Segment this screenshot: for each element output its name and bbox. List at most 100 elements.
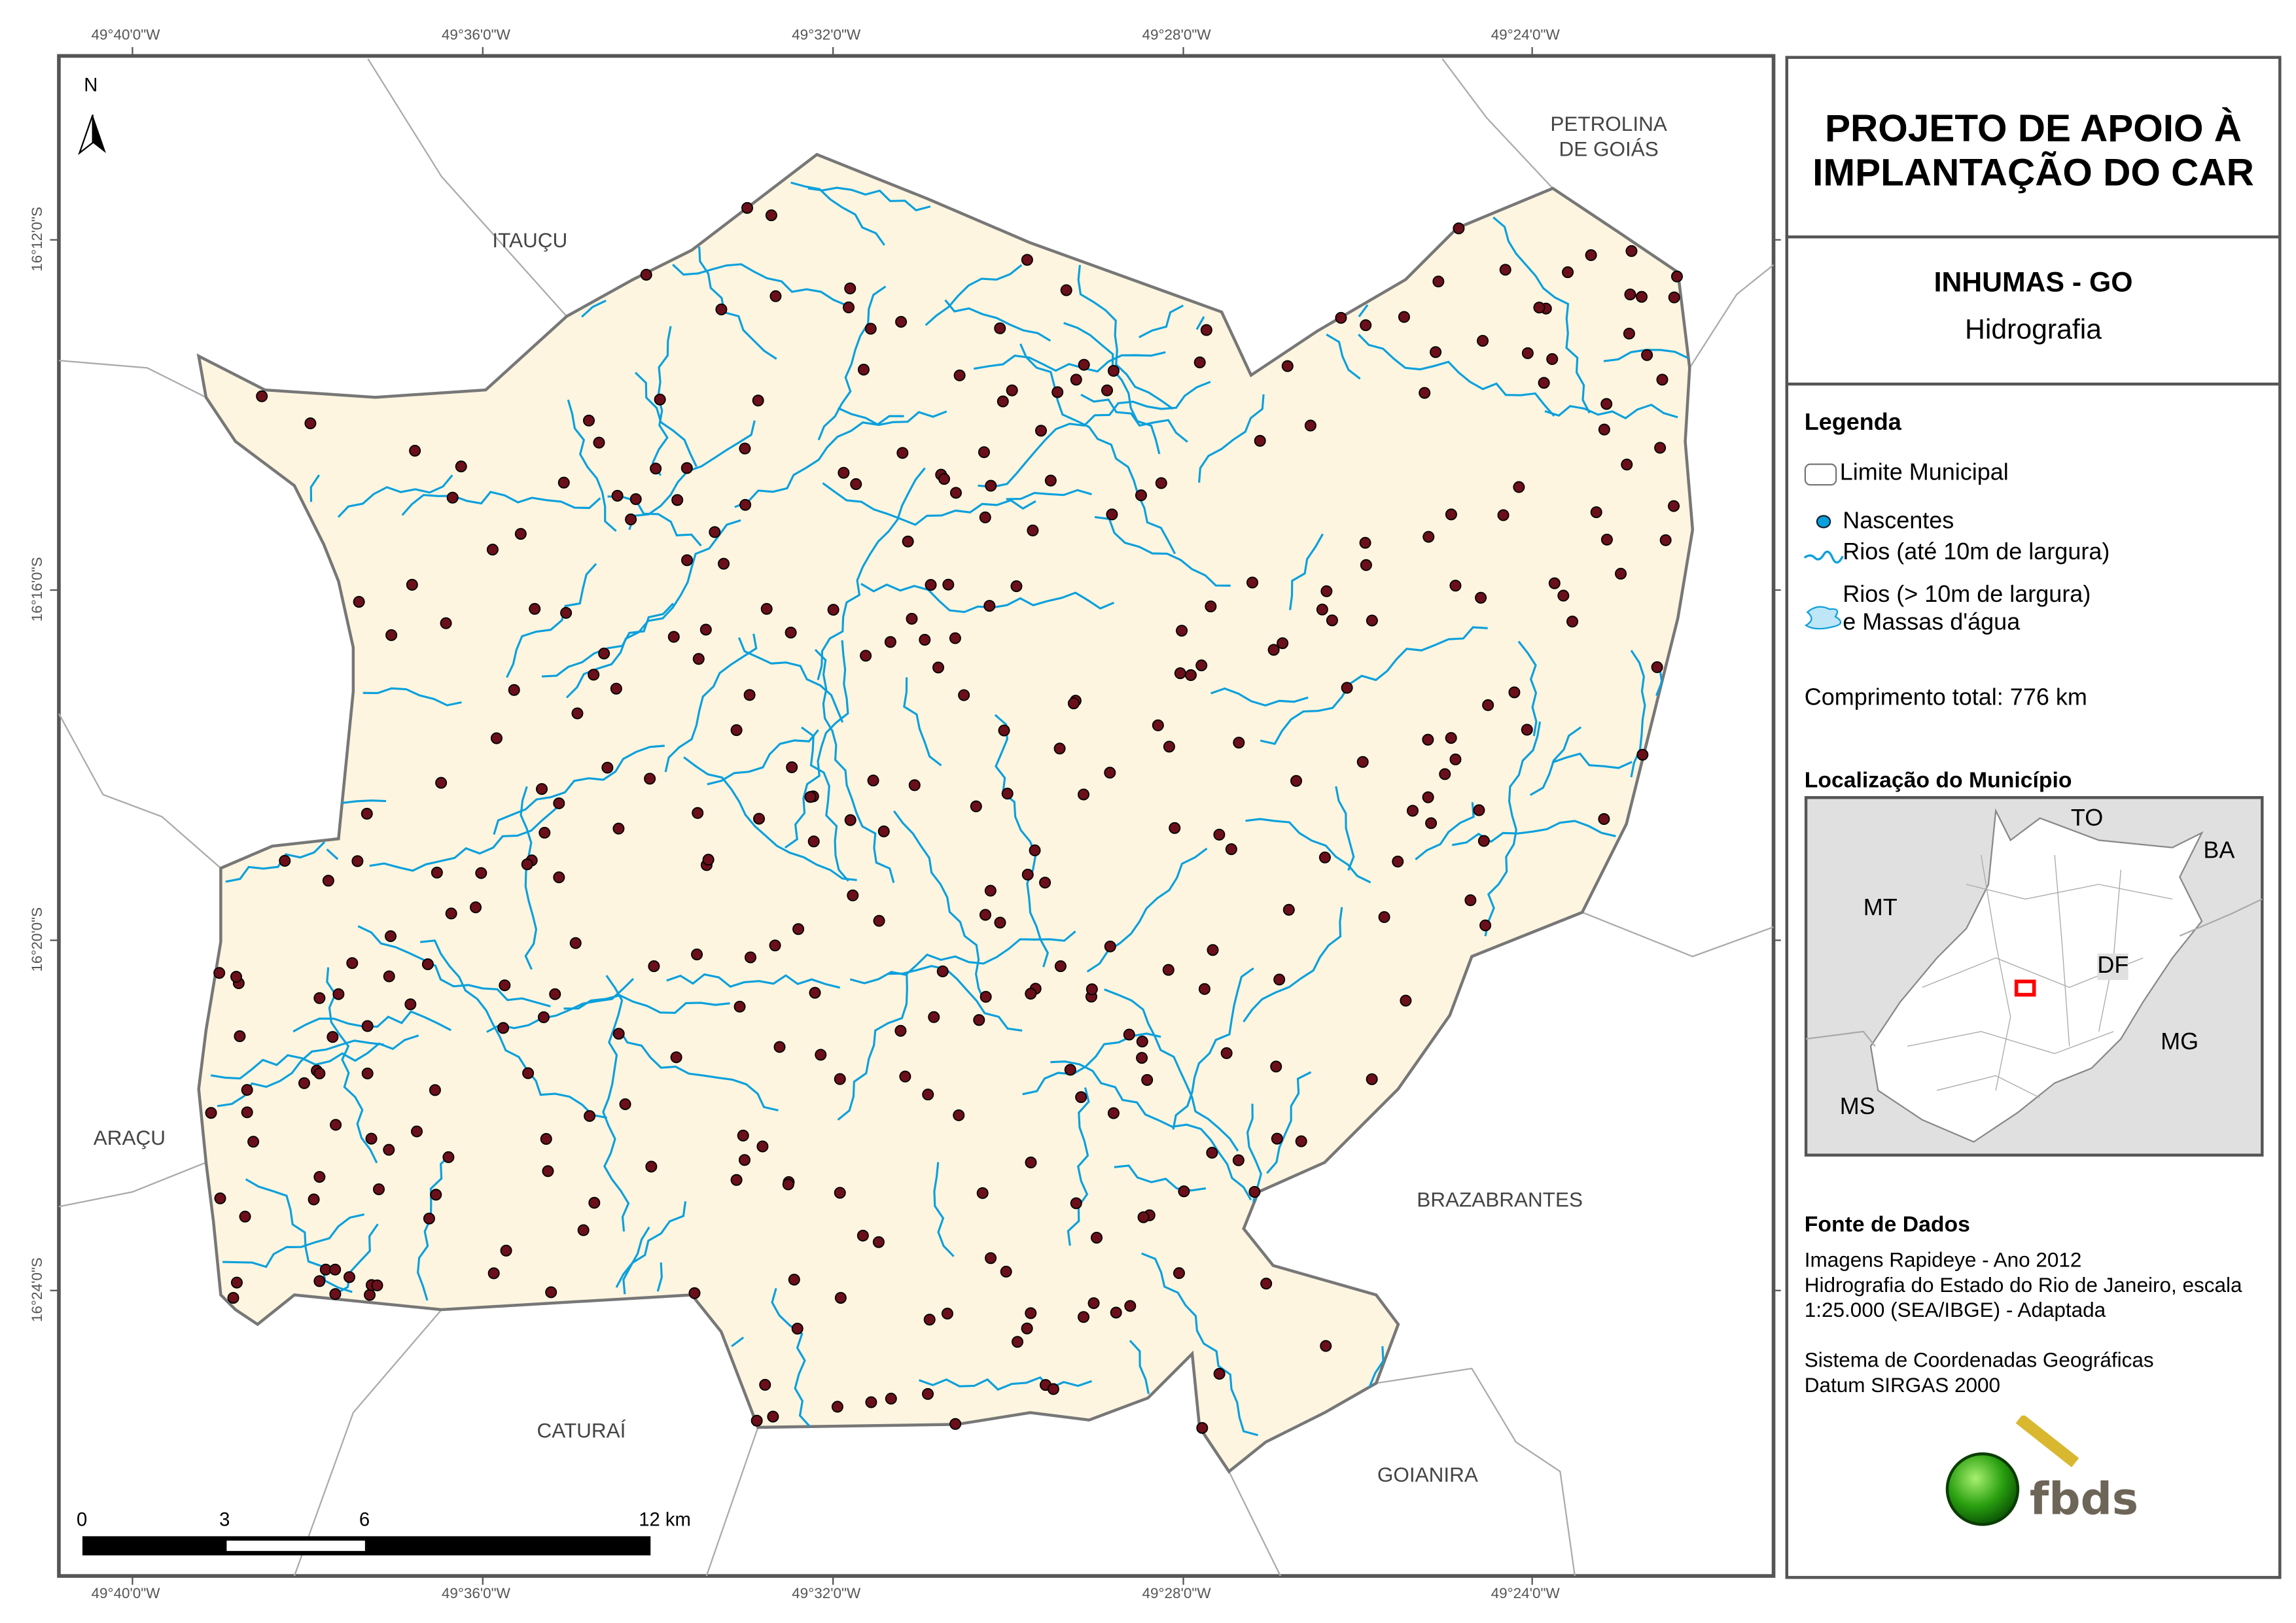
lon-tick-top: 49°36'0"W [441, 27, 510, 44]
spring-point [1521, 347, 1534, 359]
spring-point [1557, 589, 1570, 602]
river [903, 677, 942, 767]
title-block: PROJETO DE APOIO À IMPLANTAÇÃO DO CAR [1788, 59, 2279, 239]
spring-point [1067, 697, 1080, 710]
spring-point [834, 1291, 847, 1304]
spring-point [743, 689, 756, 701]
river [506, 563, 597, 678]
spring-point [1267, 644, 1280, 656]
spring-point [1398, 311, 1410, 323]
spring-point [922, 1089, 934, 1101]
spring-point [1060, 284, 1072, 296]
spring-point [1027, 524, 1039, 536]
spring-point [718, 557, 730, 570]
spring-point [873, 915, 885, 927]
spring-point [213, 967, 226, 979]
spring-point [1670, 270, 1683, 283]
spring-point [1659, 534, 1672, 546]
spring-point [499, 979, 511, 992]
spring-point [1101, 384, 1113, 396]
spring-point [279, 854, 291, 867]
location-heading: Localização do Município [1804, 768, 2072, 794]
river [1289, 533, 1324, 610]
spring-point [807, 835, 820, 848]
spring-point [539, 826, 551, 839]
spring-point [1624, 288, 1636, 301]
spring-point [894, 1024, 907, 1037]
spring-point [553, 871, 565, 884]
spring-point [739, 498, 752, 511]
spring-point [1047, 1383, 1059, 1395]
spring-point [593, 436, 605, 449]
spring-point [1366, 1073, 1378, 1085]
spring-point [571, 707, 584, 720]
source-line: Datum SIRGAS 2000 [1804, 1372, 2001, 1397]
spring-point [1044, 474, 1057, 487]
river [541, 602, 675, 678]
spring-point [1035, 425, 1047, 437]
spring-point [522, 1067, 535, 1079]
river [683, 756, 857, 881]
river [622, 1226, 650, 1295]
river [420, 939, 607, 1119]
spring-point [815, 1049, 827, 1061]
spring-point [671, 494, 684, 506]
location-inset-map [1804, 795, 2264, 1157]
spring-point [1091, 1231, 1103, 1244]
lon-tick-bottom: 49°24'0"W [1491, 1586, 1560, 1603]
spring-point [521, 858, 533, 871]
spring-point [648, 960, 660, 972]
river [607, 495, 702, 547]
spring-point [1356, 756, 1369, 768]
spring-point [843, 301, 855, 313]
municipality-location-marker [2014, 979, 2036, 997]
spring-point [980, 990, 992, 1003]
spring-point [1273, 973, 1286, 986]
river [978, 381, 1211, 488]
spring-point [1248, 1186, 1261, 1198]
river [520, 786, 538, 970]
spring-point [692, 807, 704, 819]
river [771, 1287, 811, 1427]
spring-point [942, 578, 955, 591]
spring-point [834, 1073, 846, 1085]
spring-point [1360, 319, 1372, 332]
spring-point [234, 1030, 246, 1043]
river [1335, 786, 1355, 871]
spring-point [1360, 559, 1372, 571]
legend-heading: Legenda [1804, 410, 1901, 436]
spring-point [353, 596, 365, 608]
spring-point [844, 814, 857, 826]
spring-point [344, 1271, 356, 1283]
spring-point [569, 937, 582, 949]
logo-text: fbds [2029, 1474, 2139, 1526]
spring-point [619, 1098, 631, 1110]
spring-point [239, 1210, 251, 1223]
river [1415, 802, 1475, 861]
spring-point [1432, 275, 1445, 288]
spring-point [545, 1286, 557, 1299]
spring-point [430, 1189, 442, 1201]
spring-point [1566, 616, 1579, 628]
legend-block: Legenda Limite Municipal Nascentes Rios … [1788, 385, 2278, 1563]
spring-point [1282, 903, 1295, 916]
spring-point [925, 579, 937, 591]
spring-point [1636, 748, 1649, 761]
spring-point [1497, 509, 1510, 521]
spring-point [536, 783, 548, 795]
spring-point [537, 1011, 550, 1024]
spring-point [827, 604, 839, 616]
spring-point [241, 1106, 253, 1119]
river [1517, 640, 1538, 737]
spring-point [1422, 733, 1434, 746]
spring-point [1010, 580, 1023, 593]
neighbor-brazabrantes: BRAZABRANTES [1417, 1187, 1583, 1212]
spring-point [1137, 1211, 1150, 1223]
municipality-boundary [196, 152, 1695, 1474]
spring-point [923, 1314, 936, 1326]
spring-point [1021, 1322, 1033, 1335]
spring-point [1475, 591, 1487, 604]
spring-point [1422, 791, 1434, 803]
spring-point [1078, 358, 1090, 371]
spring-point [1163, 741, 1175, 753]
